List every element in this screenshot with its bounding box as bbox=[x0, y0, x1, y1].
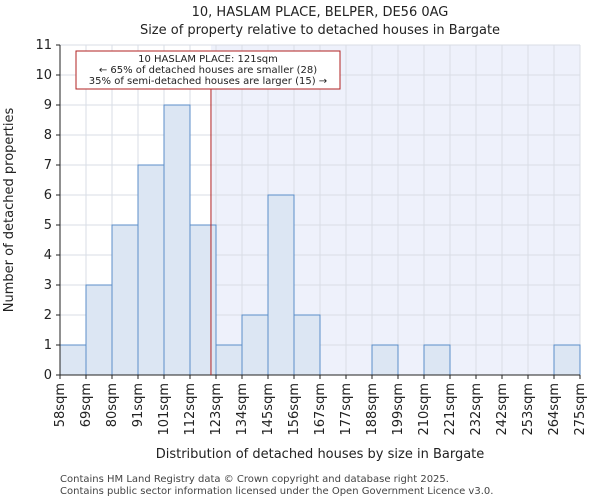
y-tick-label-3: 3 bbox=[44, 278, 52, 293]
y-axis-label: Number of detached properties bbox=[2, 108, 17, 313]
x-tick-label-167sqm: 167sqm bbox=[313, 383, 328, 436]
y-tick-label-6: 6 bbox=[44, 188, 52, 203]
x-tick-label-221sqm: 221sqm bbox=[443, 383, 458, 436]
chart-subtitle: Size of property relative to detached ho… bbox=[140, 23, 500, 38]
x-tick-label-69sqm: 69sqm bbox=[79, 383, 94, 427]
x-tick-label-188sqm: 188sqm bbox=[365, 383, 380, 436]
x-tick-label-101sqm: 101sqm bbox=[157, 383, 172, 436]
x-tick-label-253sqm: 253sqm bbox=[521, 383, 536, 436]
bar-264sqm bbox=[553, 344, 581, 376]
y-tick-label-9: 9 bbox=[44, 98, 52, 113]
y-tick-label-8: 8 bbox=[44, 128, 52, 143]
x-tick-label-242sqm: 242sqm bbox=[495, 383, 510, 436]
bar-101sqm bbox=[163, 104, 191, 376]
footer-line-2: Contains public sector information licen… bbox=[60, 486, 493, 497]
x-tick-label-123sqm: 123sqm bbox=[209, 383, 224, 436]
x-tick-label-91sqm: 91sqm bbox=[131, 383, 146, 427]
y-tick-labels: 0 1 2 3 4 5 6 7 8 9 10 11 bbox=[35, 38, 60, 383]
x-tick-label-275sqm: 275sqm bbox=[573, 383, 588, 436]
bar-112sqm bbox=[189, 224, 217, 376]
annotation-line-2: ← 65% of detached houses are smaller (28… bbox=[99, 65, 317, 76]
bar-123sqm bbox=[215, 344, 243, 376]
annotation-box: 10 HASLAM PLACE: 121sqm ← 65% of detache… bbox=[75, 50, 341, 90]
x-tick-labels: 58sqm 69sqm 80sqm 91sqm 101sqm 112sqm 123sqm 13… bbox=[53, 375, 588, 436]
bar-210sqm bbox=[423, 344, 451, 376]
x-tick-label-58sqm: 58sqm bbox=[53, 383, 68, 427]
y-tick-label-5: 5 bbox=[44, 218, 52, 233]
bar-156sqm bbox=[293, 314, 321, 376]
y-tick-label-0: 0 bbox=[44, 368, 52, 383]
bar-145sqm bbox=[267, 194, 295, 376]
annotation-line-3: 35% of semi-detached houses are larger (… bbox=[89, 76, 327, 87]
x-tick-label-199sqm: 199sqm bbox=[391, 383, 406, 436]
bars bbox=[59, 104, 581, 376]
y-tick-label-4: 4 bbox=[44, 248, 52, 263]
chart-title: 10, HASLAM PLACE, BELPER, DE56 0AG bbox=[192, 5, 449, 20]
bar-80sqm bbox=[111, 224, 139, 376]
x-tick-label-232sqm: 232sqm bbox=[469, 383, 484, 436]
y-tick-label-7: 7 bbox=[44, 158, 52, 173]
x-tick-label-177sqm: 177sqm bbox=[339, 383, 354, 436]
x-tick-label-112sqm: 112sqm bbox=[183, 383, 198, 436]
annotation-frame bbox=[75, 50, 341, 90]
x-axis-label: Distribution of detached houses by size … bbox=[156, 447, 485, 462]
x-tick-label-210sqm: 210sqm bbox=[417, 383, 432, 436]
y-tick-label-11: 11 bbox=[35, 38, 52, 53]
annotation-line-1: 10 HASLAM PLACE: 121sqm bbox=[138, 54, 278, 65]
x-tick-label-264sqm: 264sqm bbox=[547, 383, 562, 436]
x-tick-label-145sqm: 145sqm bbox=[261, 383, 276, 436]
bar-69sqm bbox=[85, 284, 113, 376]
y-tick-label-1: 1 bbox=[44, 338, 52, 353]
bar-91sqm bbox=[137, 164, 165, 376]
x-tick-label-134sqm: 134sqm bbox=[235, 383, 250, 436]
y-tick-label-2: 2 bbox=[44, 308, 52, 323]
x-tick-label-80sqm: 80sqm bbox=[105, 383, 120, 427]
bar-134sqm bbox=[241, 314, 269, 376]
footer-line-1: Contains HM Land Registry data © Crown c… bbox=[60, 474, 449, 485]
bar-58sqm bbox=[59, 344, 87, 376]
x-tick-label-156sqm: 156sqm bbox=[287, 383, 302, 436]
y-tick-label-10: 10 bbox=[35, 68, 52, 83]
bar-188sqm bbox=[371, 344, 399, 376]
